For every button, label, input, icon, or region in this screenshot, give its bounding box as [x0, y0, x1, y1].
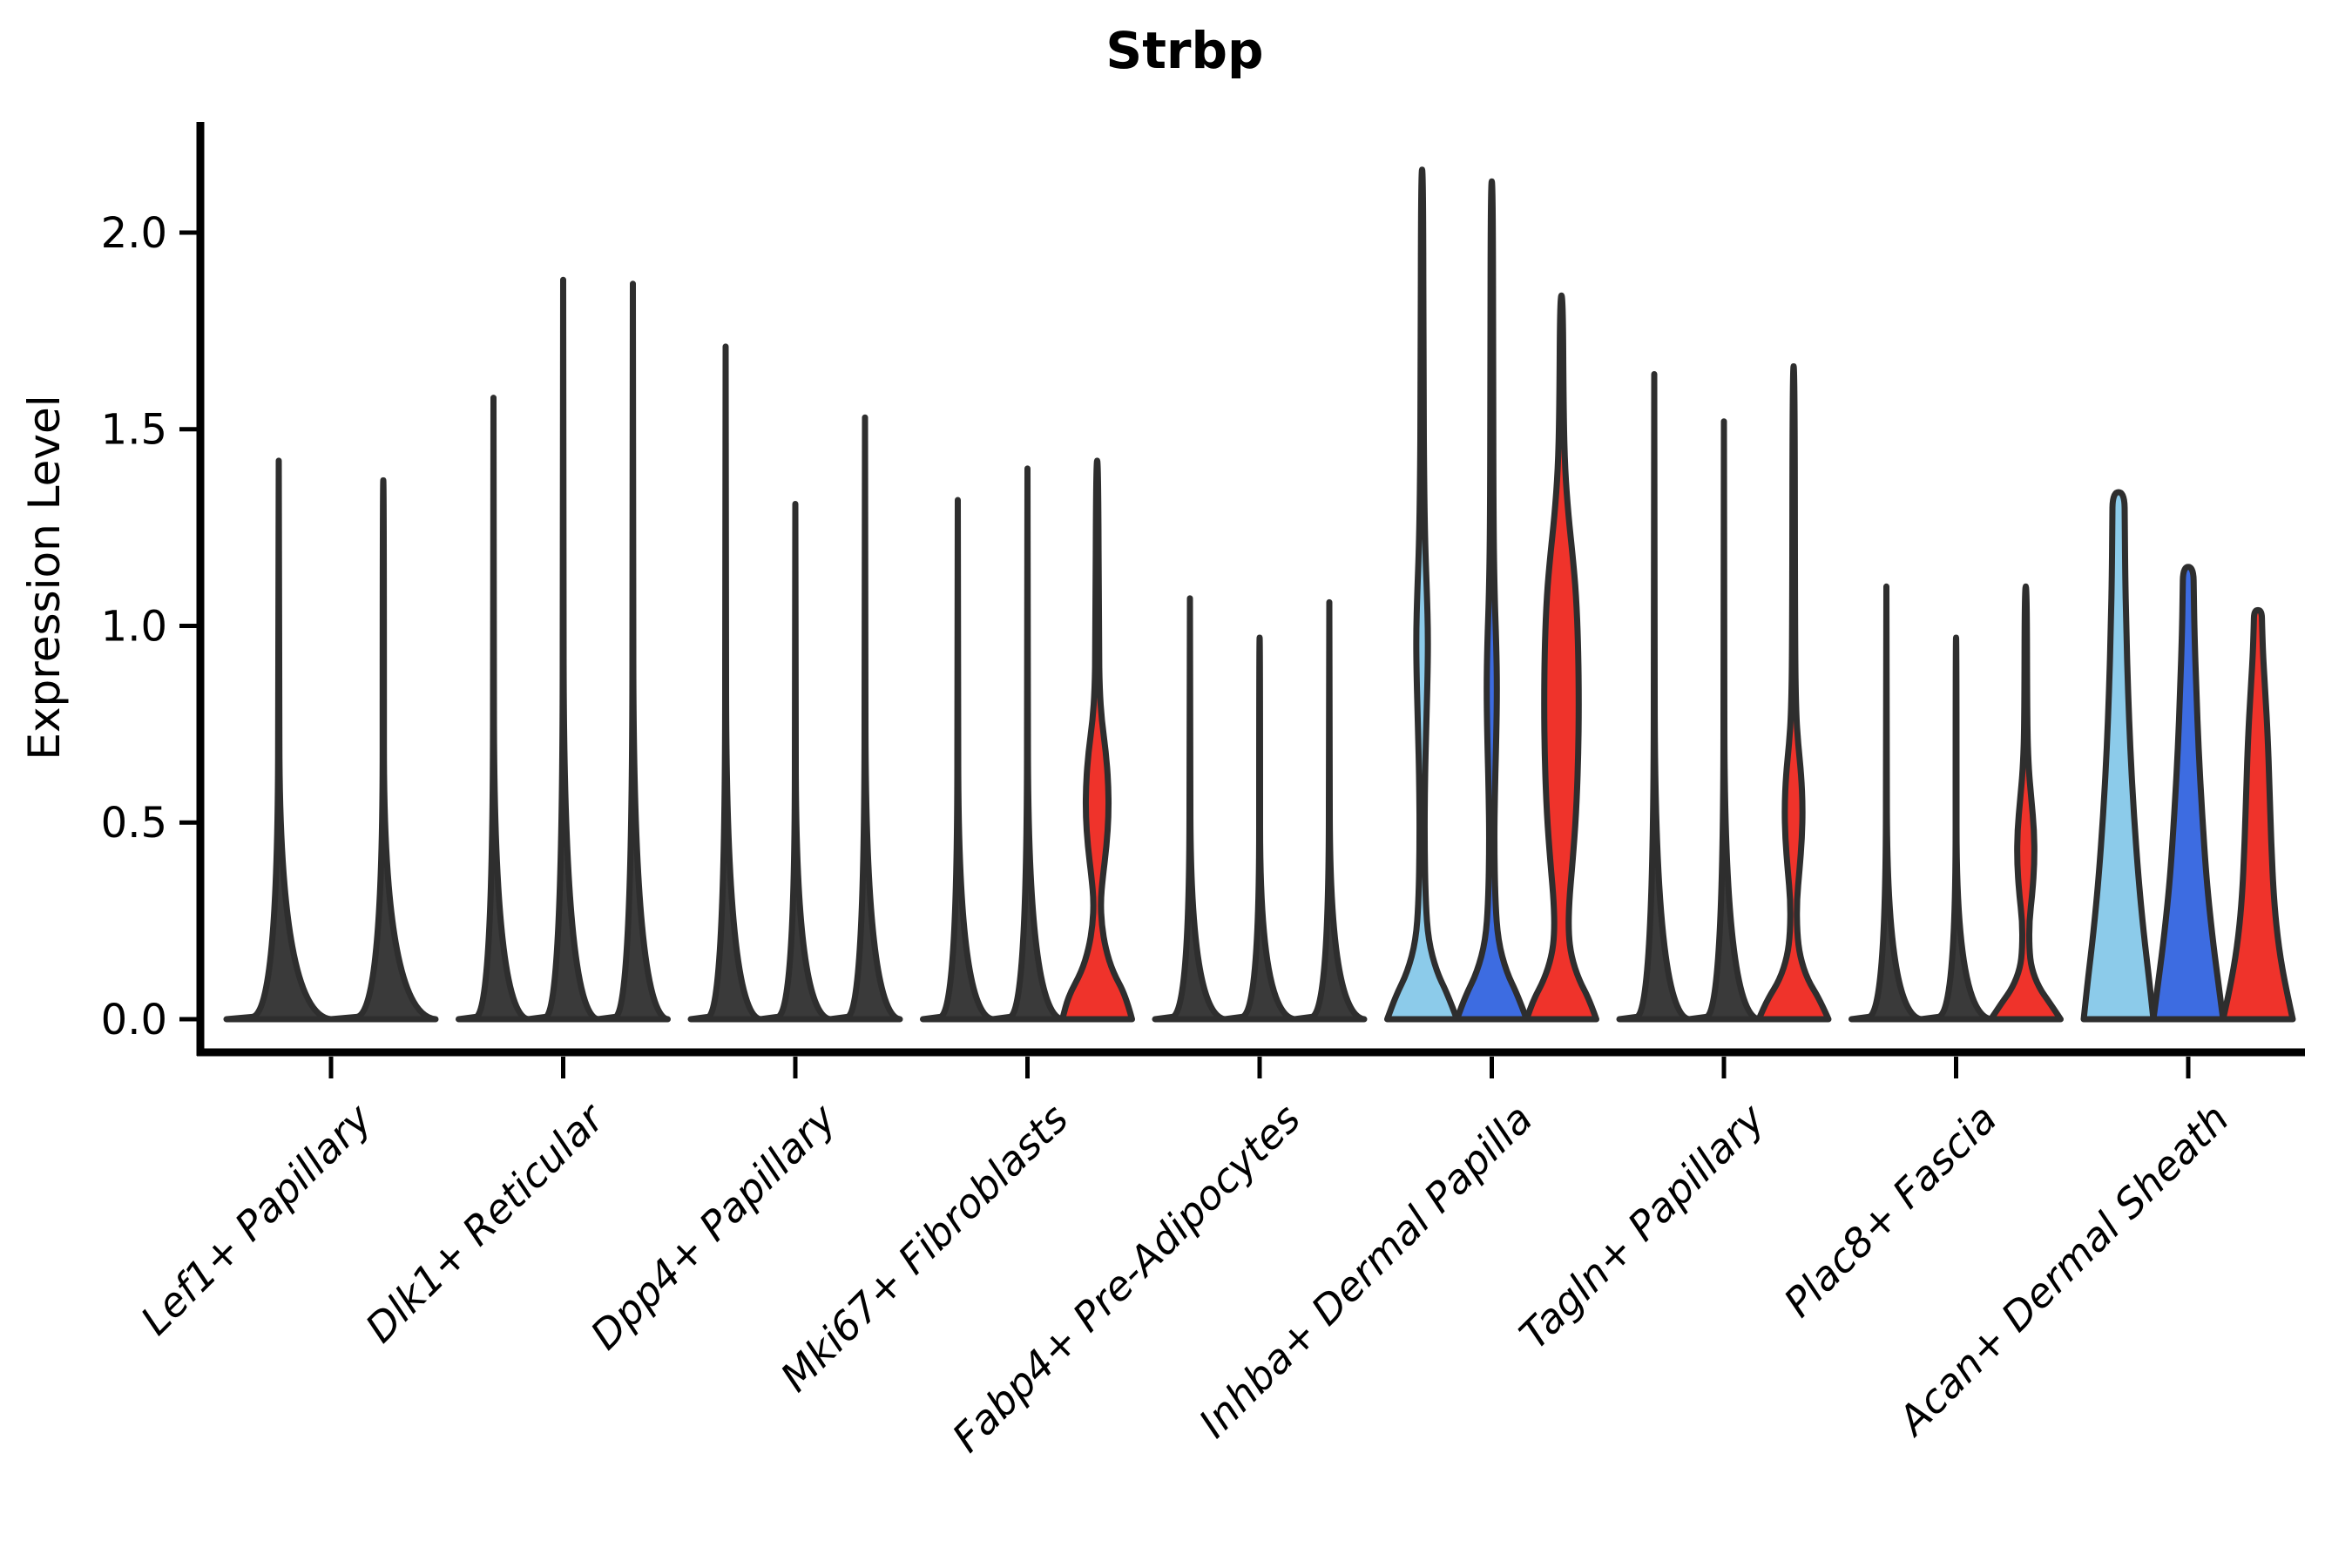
violin-lef1-papillary-2: [328, 476, 439, 1023]
violin-lef1-papillary-1: [223, 457, 335, 1023]
violin-dpp4-papillary-3: [827, 414, 903, 1023]
violin-acan-dermal-sheath-1: [2080, 489, 2157, 1023]
violin-mki67-fibroblasts-1: [920, 497, 996, 1023]
y-tick-label: 1.5: [101, 406, 167, 455]
violin-mki67-fibroblasts-2: [990, 465, 1065, 1023]
y-tick-label: 1.0: [101, 602, 167, 651]
violin-tagln-papillary-2: [1686, 418, 1762, 1023]
violin-plac8-fascia-3: [1988, 583, 2064, 1023]
violin-fabp4-pre-adipocytes-3: [1291, 598, 1368, 1023]
violin-dlk1-reticular-2: [525, 276, 601, 1023]
y-axis-label: Expression Level: [19, 395, 70, 760]
x-tick-label: Dpp4+ Papillary: [581, 1094, 845, 1358]
violin-dlk1-reticular-3: [595, 280, 671, 1023]
y-tick-label: 0.0: [101, 996, 167, 1044]
violin-inhba-dermal-papilla-2: [1454, 178, 1530, 1023]
violin-dpp4-papillary-2: [757, 501, 834, 1023]
x-tick-label: Plac8+ Fascia: [1774, 1095, 2005, 1326]
x-tick-label: Dlk1+ Reticular: [356, 1093, 615, 1352]
violin-fabp4-pre-adipocytes-2: [1221, 634, 1298, 1023]
x-tick-label: Tagln+ Papillary: [1511, 1094, 1774, 1358]
y-tick-label: 0.5: [101, 799, 167, 848]
x-tick-label: Lef1+ Papillary: [132, 1094, 381, 1343]
violin-acan-dermal-sheath-2: [2150, 564, 2227, 1023]
violin-acan-dermal-sheath-3: [2220, 606, 2296, 1023]
violin-tagln-papillary-3: [1755, 363, 1832, 1023]
violin-plac8-fascia-2: [1918, 634, 1994, 1023]
violin-fabp4-pre-adipocytes-1: [1152, 595, 1228, 1023]
chart-title: Strbp: [1105, 21, 1263, 80]
violin-tagln-papillary-1: [1616, 371, 1693, 1023]
violin-mki67-fibroblasts-3: [1059, 457, 1135, 1023]
violin-inhba-dermal-papilla-3: [1524, 292, 1599, 1023]
violin-plac8-fascia-1: [1848, 583, 1924, 1023]
y-tick-label: 2.0: [101, 209, 167, 258]
violin-dpp4-papillary-1: [687, 343, 764, 1023]
violin-dlk1-reticular-1: [456, 395, 531, 1023]
violin-inhba-dermal-papilla-1: [1384, 166, 1460, 1023]
